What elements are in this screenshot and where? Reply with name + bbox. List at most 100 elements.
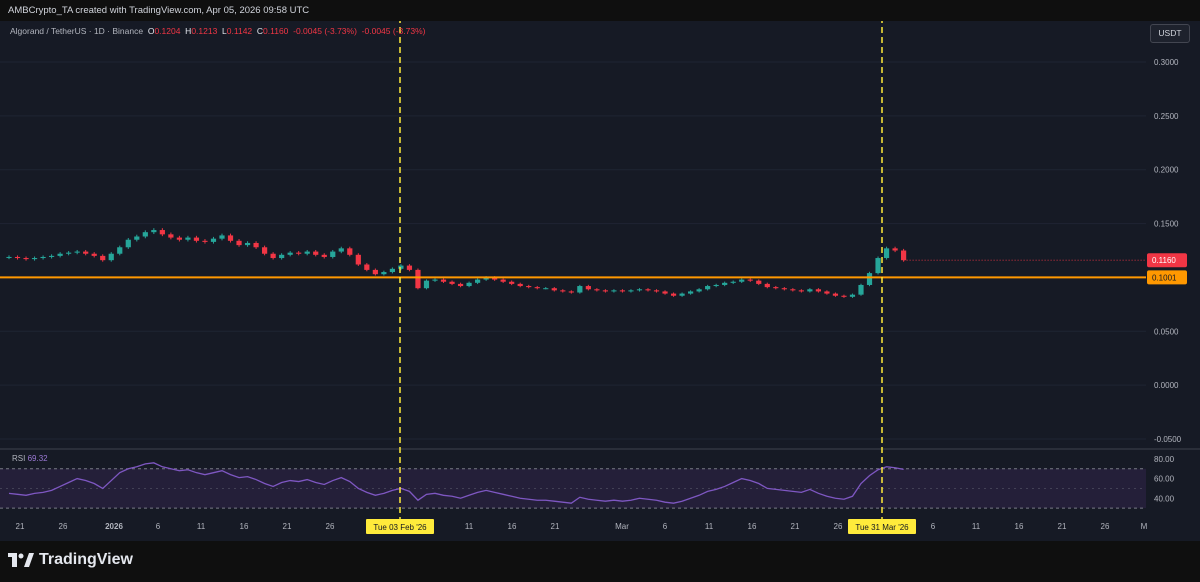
candle-body: [202, 240, 208, 242]
x-tick-label: 21: [551, 522, 560, 531]
candle-body: [841, 295, 847, 297]
candle-body: [568, 291, 574, 293]
candle-body: [389, 268, 395, 273]
x-tick-label: 2026: [105, 522, 123, 531]
rsi-line: [8, 462, 904, 504]
candle-body: [866, 273, 873, 285]
rsi-value: 69.32: [27, 454, 48, 463]
x-tick-label: 16: [748, 522, 757, 531]
candle-body: [790, 289, 796, 291]
candle-body: [313, 251, 319, 255]
candle-body: [142, 232, 148, 237]
candle-body: [108, 253, 114, 261]
candle-body: [756, 280, 762, 284]
candle-body: [100, 255, 106, 261]
candle-body: [210, 238, 217, 242]
close-label: C: [256, 26, 264, 36]
candle-body: [347, 248, 353, 255]
candle-body: [66, 252, 72, 254]
x-tick-label: 26: [834, 522, 843, 531]
candle-body: [398, 265, 404, 269]
symbol-legend: Algorand / TetherUS · 1D · Binance O0.12…: [10, 26, 425, 36]
candle-body: [185, 237, 191, 240]
brand-name: TradingView: [39, 551, 133, 568]
candle-body: [168, 234, 174, 238]
candle-body: [432, 279, 438, 281]
symbol-title: Algorand / TetherUS · 1D · Binance: [10, 26, 144, 36]
candle-body: [23, 258, 29, 260]
currency-selector-button[interactable]: USDT: [1150, 24, 1190, 43]
candle-body: [14, 256, 21, 259]
candle-body: [602, 290, 608, 292]
candle-body: [722, 282, 728, 285]
candle-body: [40, 256, 46, 259]
x-tick-label: Mar: [615, 522, 629, 531]
candle-body: [372, 269, 378, 275]
x-tick-label: 21: [16, 522, 25, 531]
candle-body: [219, 235, 225, 239]
x-tick-label: 26: [1101, 522, 1110, 531]
candle-body: [6, 256, 12, 258]
candle-body: [798, 290, 804, 292]
open-label: O: [147, 26, 155, 36]
x-tick-label: 16: [1015, 522, 1024, 531]
price-chart[interactable]: 0.30000.25000.20000.15000.10000.05000.00…: [0, 21, 1200, 541]
candle-body: [355, 254, 361, 265]
candle-body: [849, 294, 856, 297]
candle-body: [236, 240, 242, 246]
candle-body: [696, 289, 702, 292]
candle-body: [296, 252, 302, 254]
candle-body: [517, 283, 523, 287]
candle-body: [321, 254, 327, 257]
rsi-tick-label: 80.00: [1154, 455, 1175, 464]
x-tick-label: 21: [283, 522, 292, 531]
candle-body: [901, 250, 907, 261]
candle-body: [287, 252, 293, 255]
x-tick-label: 26: [326, 522, 335, 531]
x-tick-label: 26: [59, 522, 68, 531]
x-tick-label: 11: [197, 522, 206, 531]
candle-body: [773, 287, 779, 289]
candle-body: [415, 269, 421, 289]
candle-body: [279, 254, 285, 259]
candle-body: [338, 248, 344, 252]
candle-body: [57, 253, 63, 256]
x-tick-label: 16: [508, 522, 517, 531]
open-value: 0.1204: [154, 26, 181, 36]
candle-body: [653, 290, 660, 292]
candle-body: [560, 290, 566, 292]
tradingview-logo: TradingView: [8, 551, 133, 569]
candle-body: [636, 289, 643, 291]
candle-body: [193, 237, 200, 241]
x-tick-label: 21: [1058, 522, 1067, 531]
candle-body: [534, 287, 540, 289]
candle-body: [449, 281, 455, 284]
candle-body: [176, 237, 182, 240]
date-marker-badge: [848, 519, 916, 534]
candle-body: [440, 279, 447, 282]
x-tick-label: 6: [156, 522, 161, 531]
current-price-label: 0.1160: [1152, 256, 1176, 265]
high-label: H: [185, 26, 192, 36]
x-tick-label: 21: [791, 522, 800, 531]
low-label: L: [222, 26, 227, 36]
candle-body: [892, 248, 898, 251]
candle-body: [645, 289, 651, 291]
chart-area[interactable]: 0.30000.25000.20000.15000.10000.05000.00…: [0, 21, 1200, 541]
candle-body: [688, 291, 694, 294]
x-tick-label: 11: [465, 522, 474, 531]
candle-body: [227, 235, 234, 241]
x-tick-label: M: [1141, 522, 1148, 531]
x-tick-label: 16: [240, 522, 249, 531]
candle-body: [304, 251, 310, 254]
candle-body: [364, 264, 370, 270]
y-tick-label: 0.1500: [1154, 220, 1179, 229]
candle-body: [381, 272, 387, 275]
rsi-tick-label: 40.00: [1154, 494, 1175, 503]
tradingview-logo-icon: [8, 553, 34, 567]
candle-body: [492, 277, 498, 280]
y-tick-label: 0.0500: [1154, 327, 1179, 336]
date-marker-badge: [366, 519, 434, 534]
candle-body: [31, 258, 38, 260]
rsi-tick-label: 60.00: [1154, 475, 1175, 484]
